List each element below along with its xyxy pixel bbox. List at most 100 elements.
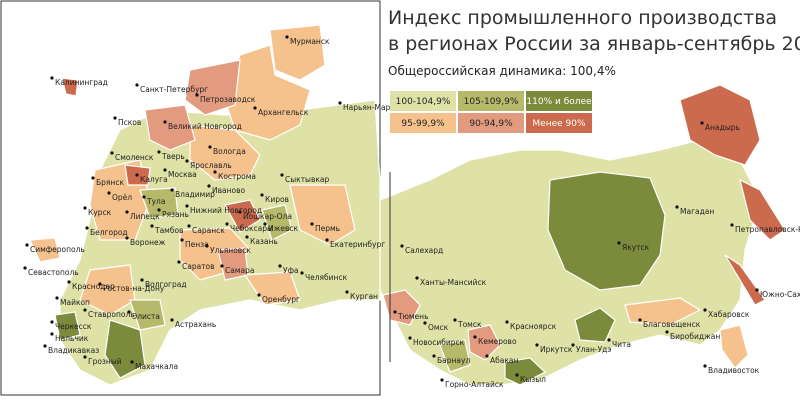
city-dot xyxy=(703,364,707,368)
city-dot xyxy=(755,288,759,292)
inset-regions xyxy=(29,24,381,386)
city-dot xyxy=(408,336,412,340)
city-dot xyxy=(415,276,419,280)
city-dot xyxy=(177,260,181,264)
city-dot xyxy=(535,343,539,347)
city-dot xyxy=(127,310,131,314)
city-dot xyxy=(125,210,129,214)
city-dot xyxy=(207,184,211,188)
city-dot xyxy=(85,226,89,230)
city-label: Владивосток xyxy=(708,366,760,375)
city-dot xyxy=(135,173,139,177)
city-dot xyxy=(25,243,29,247)
city-dot xyxy=(245,235,249,239)
city-dot xyxy=(238,210,242,214)
regions xyxy=(319,74,786,386)
city-dot xyxy=(157,208,161,212)
city-label: Липецк xyxy=(130,212,160,221)
city-dot xyxy=(310,222,314,226)
city-label: Смоленск xyxy=(115,153,154,162)
city-dot xyxy=(83,206,87,210)
city-label: Псков xyxy=(118,118,141,127)
region xyxy=(739,178,786,241)
city-dot xyxy=(43,344,47,348)
city-dot xyxy=(170,318,174,322)
city-label: Кострома xyxy=(218,172,256,181)
city-dot xyxy=(473,335,477,339)
city-dot xyxy=(130,360,134,364)
city-label: Барнаул xyxy=(437,356,470,365)
city-label: Горно-Алтайск xyxy=(445,380,504,389)
city-label: Салехард xyxy=(405,246,443,255)
city-dot xyxy=(338,101,342,105)
city-dot xyxy=(185,204,189,208)
region xyxy=(224,199,261,233)
region xyxy=(139,187,179,219)
city-label: Севастополь xyxy=(28,268,79,277)
city-label: Уфа xyxy=(283,266,299,275)
city-label: Омск xyxy=(428,323,449,332)
city-dot xyxy=(163,168,167,172)
city-dot xyxy=(205,244,209,248)
city-dot xyxy=(107,191,111,195)
region xyxy=(54,311,81,341)
title-line: в регионах России за январь-сентябрь 202… xyxy=(388,33,800,55)
city-label: Москва xyxy=(168,170,197,179)
city-label: Вологда xyxy=(213,147,246,156)
city-dot xyxy=(432,354,436,358)
region xyxy=(574,307,616,343)
city-label: Калуга xyxy=(140,175,168,184)
city-dot xyxy=(208,145,212,149)
city-label: Южно-Сахалинск xyxy=(760,290,800,299)
legend: 100-104,9% 105-109,9% 110% и более 95-99,9%… xyxy=(390,91,592,133)
city-label: Тамбов xyxy=(154,226,183,235)
city-label: Ижевск xyxy=(268,224,299,233)
city-label: Томск xyxy=(457,320,482,329)
region xyxy=(224,44,311,141)
city-dot xyxy=(23,266,27,270)
legend-swatch xyxy=(390,91,456,111)
city-label: Орёл xyxy=(112,193,132,202)
city-dot xyxy=(675,205,679,209)
city-label: Майкоп xyxy=(60,298,90,307)
city-label: Тула xyxy=(146,197,165,206)
region xyxy=(79,264,136,316)
city-label: Пенза xyxy=(185,240,209,249)
city-dot xyxy=(55,296,59,300)
city-dot xyxy=(263,222,267,226)
city-dot xyxy=(278,264,282,268)
city-dot xyxy=(50,320,54,324)
legend-swatch xyxy=(526,113,592,133)
legend-swatch xyxy=(458,91,524,111)
city-dot xyxy=(83,308,87,312)
city-label: Владикавказ xyxy=(48,346,99,355)
region xyxy=(624,297,702,326)
city-label: Чита xyxy=(612,340,631,349)
city-label: Якутск xyxy=(622,243,650,252)
city-label: Улан-Удэ xyxy=(576,345,611,354)
region xyxy=(261,204,293,241)
city-dot xyxy=(638,318,642,322)
city-dot xyxy=(125,236,129,240)
city-label: Екатеринбург xyxy=(330,240,385,249)
city-label: Рязань xyxy=(162,210,189,219)
city-dot xyxy=(440,378,444,382)
city-dot xyxy=(91,176,95,180)
city-label: Новосибирск xyxy=(413,338,465,347)
city-label: Астрахань xyxy=(175,320,216,329)
city-dot xyxy=(257,293,261,297)
city-label: Чебоксары xyxy=(230,224,273,233)
city-label: Иркутск xyxy=(540,345,573,354)
city-dot xyxy=(345,290,349,294)
city-dot xyxy=(170,188,174,192)
legend-label: 110% и более xyxy=(526,97,592,107)
city-dot xyxy=(617,241,621,245)
city-dot xyxy=(665,330,669,334)
region xyxy=(504,357,547,386)
city-dot xyxy=(113,116,117,120)
city-label: Волгоград xyxy=(145,280,187,289)
city-dot xyxy=(453,318,457,322)
region xyxy=(719,324,749,369)
city-label: Курган xyxy=(350,292,378,301)
city-dot xyxy=(50,332,54,336)
